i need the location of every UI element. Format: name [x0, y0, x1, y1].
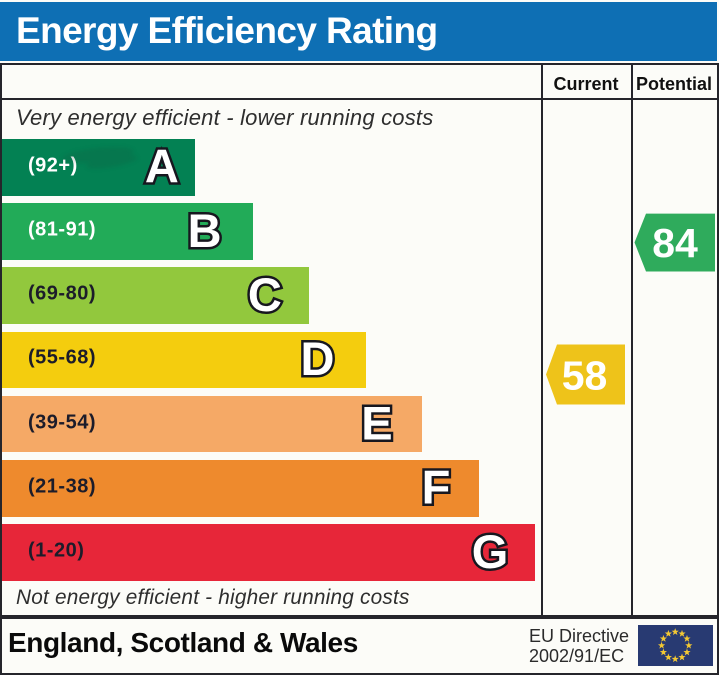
svg-text:F: F: [422, 461, 451, 514]
svg-text:C: C: [248, 268, 282, 321]
svg-text:58: 58: [562, 352, 608, 398]
svg-text:E: E: [361, 396, 392, 449]
svg-text:D: D: [301, 332, 335, 385]
svg-text:G: G: [472, 525, 509, 578]
svg-text:84: 84: [652, 220, 698, 266]
svg-text:B: B: [188, 204, 222, 257]
svg-text:A: A: [145, 140, 179, 193]
